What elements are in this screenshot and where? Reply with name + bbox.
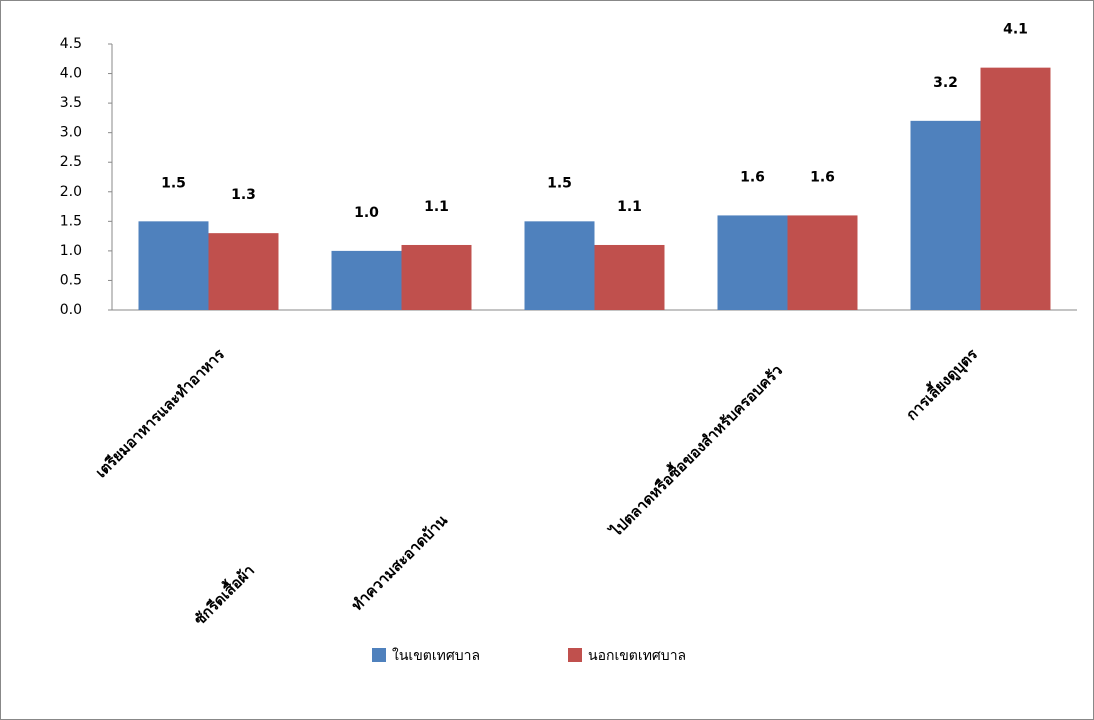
bar xyxy=(594,244,665,310)
y-tick-label: 0.5 xyxy=(60,272,82,288)
bar xyxy=(138,221,209,310)
bar xyxy=(717,215,788,310)
legend-swatch xyxy=(372,648,386,662)
bar xyxy=(208,233,279,310)
y-tick-label: 3.0 xyxy=(60,125,82,141)
bar xyxy=(980,67,1051,311)
data-label: 4.1 xyxy=(1003,22,1028,38)
y-tick-label: 3.5 xyxy=(60,95,82,111)
legend-swatch xyxy=(568,648,582,662)
data-label: 1.6 xyxy=(740,169,765,185)
y-tick-label: 4.0 xyxy=(60,66,82,82)
bar xyxy=(524,221,595,310)
bar xyxy=(401,244,472,310)
data-label: 1.1 xyxy=(424,199,449,215)
legend-label: ในเขตเทศบาล xyxy=(392,647,480,664)
y-tick-label: 1.5 xyxy=(60,213,82,229)
y-tick-label: 0.0 xyxy=(60,302,82,318)
data-label: 1.5 xyxy=(547,175,572,191)
y-tick-label: 4.5 xyxy=(60,36,82,52)
y-tick-label: 2.5 xyxy=(60,154,82,170)
data-label: 1.5 xyxy=(161,175,186,191)
data-label: 1.3 xyxy=(231,187,256,203)
bar xyxy=(910,120,981,310)
legend-label: นอกเขตเทศบาล xyxy=(588,648,686,664)
data-label: 1.0 xyxy=(354,205,379,221)
bar xyxy=(331,250,402,310)
data-label: 1.6 xyxy=(810,169,835,185)
y-tick-label: 1.0 xyxy=(60,243,82,259)
data-label: 3.2 xyxy=(933,75,958,91)
data-label: 1.1 xyxy=(617,199,642,215)
bar xyxy=(787,215,858,310)
y-tick-label: 2.0 xyxy=(60,184,82,200)
